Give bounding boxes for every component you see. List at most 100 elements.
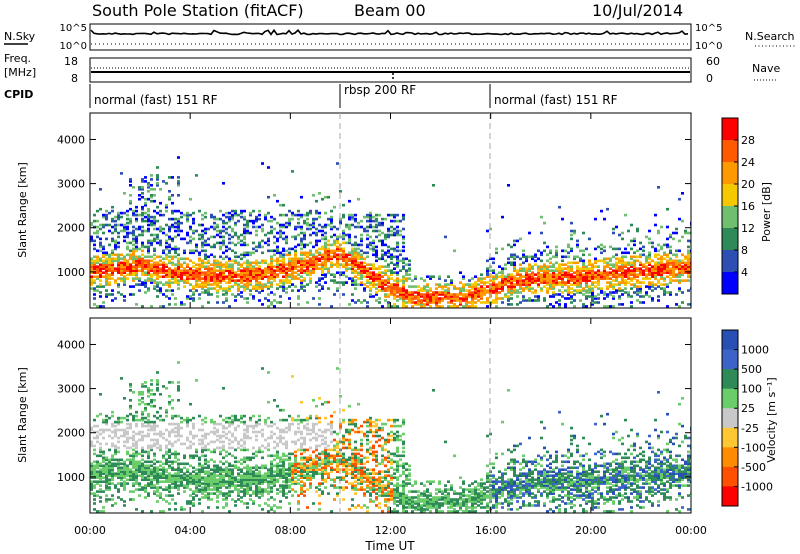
velocity-cell [159, 444, 162, 448]
power-cell [381, 289, 384, 292]
velocity-cell [162, 456, 165, 460]
power-cell [192, 251, 195, 255]
velocity-cell [144, 478, 147, 481]
power-cell [555, 273, 558, 276]
power-cell [141, 211, 144, 215]
velocity-cell [225, 492, 228, 495]
power-cell [150, 188, 153, 191]
power-cell [258, 245, 261, 249]
power-cell [105, 215, 108, 219]
velocity-cell [99, 462, 102, 466]
velocity-cell [207, 442, 210, 446]
power-cell [225, 261, 228, 265]
power-cell [570, 269, 573, 272]
velocity-cell [141, 422, 144, 426]
velocity-cell [96, 460, 99, 464]
power-cell [243, 287, 246, 290]
power-cell [213, 261, 216, 265]
power-cell [381, 249, 384, 253]
power-cell [678, 287, 681, 290]
power-cell [138, 269, 141, 272]
velocity-cell [150, 400, 153, 404]
power-cell [393, 271, 396, 274]
power-cell [150, 273, 153, 276]
velocity-cell [237, 488, 240, 491]
y-tick-label: 2000 [57, 222, 85, 235]
power-cell [441, 287, 444, 290]
power-cell [567, 273, 570, 276]
velocity-cell [222, 444, 225, 448]
velocity-cell [108, 470, 111, 473]
velocity-cell [168, 508, 171, 511]
power-cell [414, 275, 417, 278]
velocity-cell [171, 428, 174, 432]
power-cell [684, 265, 687, 268]
power-cell [240, 273, 243, 276]
power-cell [627, 277, 630, 280]
velocity-cell [93, 476, 96, 479]
power-cell [609, 271, 612, 274]
velocity-cell [234, 428, 237, 432]
power-cell [639, 263, 642, 266]
power-cell [645, 293, 648, 296]
power-cell [135, 263, 138, 266]
power-cell [132, 277, 135, 280]
velocity-cell [222, 476, 225, 479]
power-cell [402, 289, 405, 292]
power-cell [528, 269, 531, 272]
velocity-cell [171, 498, 174, 501]
velocity-cell [126, 432, 129, 436]
power-cell [600, 247, 603, 251]
power-cell [198, 285, 201, 288]
power-cell [156, 267, 159, 270]
power-cell [555, 251, 558, 255]
velocity-cell [150, 464, 153, 468]
velocity-cell [213, 480, 216, 483]
power-cell [417, 285, 420, 288]
power-cell [567, 293, 570, 296]
power-cell [303, 277, 306, 280]
power-cell [216, 261, 219, 265]
power-cell [144, 229, 147, 233]
power-cell [513, 289, 516, 292]
velocity-cell [171, 399, 174, 402]
power-cell [147, 227, 150, 231]
power-cell [171, 257, 174, 261]
velocity-cell [129, 468, 132, 471]
power-cell [576, 283, 579, 286]
power-cell [99, 243, 102, 247]
power-cell [303, 259, 306, 263]
power-cell [456, 299, 459, 302]
power-cell [612, 247, 615, 251]
power-cell [123, 281, 126, 284]
power-cell [102, 213, 105, 217]
velocity-cell [123, 472, 126, 475]
power-cell [144, 201, 147, 205]
power-cell [540, 269, 543, 272]
power-cell [291, 271, 294, 274]
velocity-cell [138, 432, 141, 436]
power-cell [462, 305, 465, 308]
velocity-cell [123, 440, 126, 444]
power-cell [261, 303, 264, 306]
velocity-cell [228, 480, 231, 483]
power-cell [630, 283, 633, 286]
power-cell [282, 267, 285, 270]
power-cell [579, 257, 582, 261]
power-cell [129, 265, 132, 268]
velocity-cell [195, 476, 198, 479]
power-cell [660, 287, 663, 290]
power-cell [294, 263, 297, 266]
power-cell [228, 225, 231, 229]
power-cell [249, 263, 252, 266]
power-cell [630, 261, 633, 265]
power-cell [261, 269, 264, 272]
power-cell [324, 243, 327, 247]
power-cell [546, 287, 549, 290]
power-cell [156, 261, 159, 265]
power-cell [654, 253, 657, 257]
power-cell [630, 257, 633, 261]
power-cell [294, 253, 297, 257]
power-cell [147, 184, 150, 187]
power-cell [387, 263, 390, 266]
